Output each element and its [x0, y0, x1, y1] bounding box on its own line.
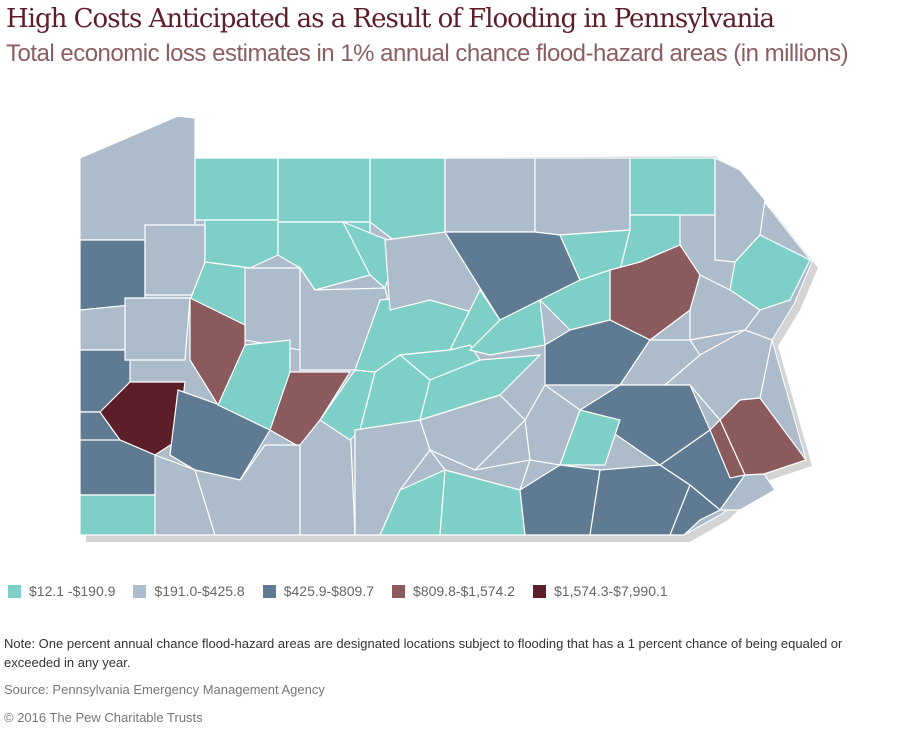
legend-item: $425.9-$809.7	[262, 583, 375, 599]
county-region	[244, 267, 301, 351]
legend-item: $12.1 -$190.9	[8, 583, 115, 599]
county-region	[444, 157, 536, 233]
chart-subtitle: Total economic loss estimates in 1% annu…	[6, 40, 849, 67]
legend-label: $809.8-$1,574.2	[413, 583, 516, 599]
legend-item: $1,574.3-$7,990.1	[533, 583, 668, 599]
county-region	[419, 354, 542, 421]
county-region	[468, 299, 546, 356]
county-region	[299, 419, 356, 536]
county-region	[384, 231, 502, 322]
legend-swatch	[133, 584, 147, 598]
county-region	[428, 448, 531, 491]
note: Note: One percent annual chance flood-ha…	[4, 636, 843, 670]
county-region	[79, 115, 196, 241]
county-region	[524, 384, 581, 466]
legend-item: $809.8-$1,574.2	[392, 583, 515, 599]
county-region	[718, 473, 776, 511]
legend-swatch	[392, 584, 406, 598]
county-region	[79, 494, 161, 536]
county-region	[669, 484, 722, 536]
county-region	[79, 304, 131, 351]
county-region	[124, 297, 191, 361]
county-region	[204, 219, 279, 269]
county-region	[398, 344, 481, 381]
legend-label: $425.9-$809.7	[283, 583, 375, 599]
county-region	[534, 157, 631, 236]
legend: $12.1 -$190.9 $191.0-$425.8 $425.9-$809.…	[8, 583, 668, 599]
county-region	[538, 269, 611, 331]
county-region	[277, 157, 371, 223]
legend-swatch	[262, 584, 276, 598]
county-region	[629, 157, 716, 216]
legend-label: $1,574.3-$7,990.1	[554, 583, 668, 599]
county-region	[559, 409, 621, 466]
county-region	[194, 157, 279, 221]
county-region	[217, 339, 291, 431]
legend-swatch	[533, 584, 547, 598]
source: Source: Pennsylvania Emergency Managemen…	[4, 682, 325, 697]
legend-label: $191.0-$425.8	[154, 583, 245, 599]
legend-swatch	[8, 584, 21, 598]
pennsylvania-county-map	[79, 115, 818, 542]
chart-title: High Costs Anticipated as a Result of Fl…	[6, 4, 775, 34]
legend-label: $12.1 -$190.9	[29, 583, 116, 599]
legend-item: $191.0-$425.8	[133, 583, 245, 599]
copyright: © 2016 The Pew Charitable Trusts	[4, 710, 203, 725]
